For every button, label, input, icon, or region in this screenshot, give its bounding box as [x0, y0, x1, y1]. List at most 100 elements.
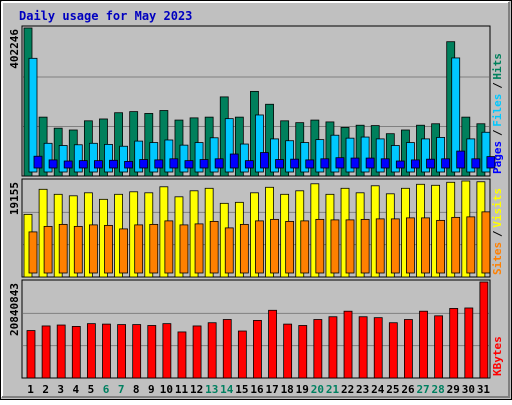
bar-pages-day-27 — [426, 158, 435, 169]
bar-sites-day-11 — [179, 224, 189, 274]
bar-files-day-13 — [209, 137, 219, 173]
bar-kbytes-day-16 — [253, 320, 262, 379]
bar-kbytes-day-20 — [313, 319, 323, 379]
panel-kbytes-ymax-label: 20840843 — [8, 283, 21, 336]
bar-files-day-19 — [300, 142, 310, 173]
bar-pages-day-8 — [139, 159, 149, 169]
bar-files-day-10 — [164, 139, 174, 173]
x-tick-label-10: 10 — [160, 383, 173, 396]
bar-files-day-25 — [390, 145, 400, 173]
bar-hits-day-7 — [114, 112, 123, 177]
legend-kbytes: KBytes — [491, 336, 504, 376]
bar-files-day-23 — [360, 136, 370, 173]
bar-sites-day-25 — [390, 218, 400, 274]
bar-files-day-2 — [43, 142, 53, 173]
bar-sites-day-23 — [360, 218, 370, 274]
bar-sites-day-18 — [285, 220, 295, 274]
legend-sites: Sites — [491, 242, 504, 275]
bar-sites-day-7 — [119, 228, 128, 274]
x-tick-label-28: 28 — [432, 383, 445, 396]
bar-pages-day-11 — [184, 160, 194, 169]
bar-files-day-12 — [194, 142, 204, 173]
plot-area: 402246Pages/Files/Hits19155Sites/Visits2… — [8, 25, 504, 396]
x-tick-label-21: 21 — [326, 383, 340, 396]
bar-files-day-27 — [421, 138, 430, 173]
bar-sites-day-24 — [375, 218, 385, 274]
x-tick-label-24: 24 — [371, 383, 385, 396]
bar-kbytes-day-17 — [268, 309, 277, 379]
x-tick-label-27: 27 — [416, 383, 429, 396]
bar-pages-day-10 — [169, 158, 179, 169]
bar-kbytes-day-9 — [147, 325, 157, 379]
chart-title: Daily usage for May 2023 — [19, 9, 192, 23]
bar-files-day-30 — [466, 138, 476, 173]
x-tick-label-26: 26 — [401, 383, 415, 396]
bar-kbytes-day-4 — [71, 326, 81, 379]
x-tick-label-2: 2 — [42, 383, 49, 396]
bar-sites-day-19 — [300, 220, 310, 274]
bar-files-day-11 — [179, 144, 189, 173]
bar-files-day-28 — [436, 137, 446, 173]
bar-kbytes-day-10 — [162, 323, 172, 379]
legend-separator: / — [491, 82, 504, 89]
x-tick-label-23: 23 — [356, 383, 369, 396]
bar-files-day-4 — [73, 144, 83, 173]
bar-kbytes-day-2 — [41, 325, 51, 379]
bar-kbytes-day-19 — [298, 325, 308, 379]
bar-sites-day-16 — [255, 220, 264, 274]
bar-kbytes-day-15 — [237, 330, 247, 379]
x-tick-label-30: 30 — [462, 383, 475, 396]
bar-pages-day-16 — [260, 152, 269, 169]
bar-kbytes-day-22 — [343, 310, 353, 379]
bar-kbytes-day-3 — [56, 324, 66, 379]
bar-sites-day-10 — [164, 220, 174, 274]
bar-sites-day-4 — [73, 225, 83, 274]
bar-files-day-8 — [134, 140, 144, 173]
bar-pages-day-31 — [486, 156, 496, 169]
bar-pages-day-17 — [275, 159, 284, 169]
bar-kbytes-day-30 — [464, 307, 474, 379]
bar-pages-day-9 — [154, 159, 164, 169]
bar-sites-day-14 — [224, 227, 234, 274]
bar-files-day-21 — [330, 134, 340, 173]
x-tick-label-17: 17 — [265, 383, 278, 396]
x-tick-label-29: 29 — [447, 383, 460, 396]
bar-kbytes-day-1 — [26, 330, 36, 379]
bar-pages-day-24 — [380, 158, 390, 169]
x-tick-label-7: 7 — [118, 383, 125, 396]
bar-sites-day-29 — [451, 216, 461, 274]
legend-visits: Visits — [491, 188, 504, 228]
bar-sites-day-22 — [345, 219, 355, 274]
bar-sites-day-3 — [58, 223, 68, 274]
bar-kbytes-day-25 — [388, 322, 398, 379]
x-tick-label-3: 3 — [57, 383, 64, 396]
x-tick-label-4: 4 — [73, 383, 80, 396]
bar-kbytes-day-6 — [102, 323, 111, 379]
bar-files-day-18 — [285, 140, 295, 173]
bar-pages-day-23 — [365, 157, 375, 169]
bar-kbytes-day-14 — [222, 319, 232, 379]
bar-kbytes-day-7 — [117, 324, 126, 379]
x-tick-label-11: 11 — [175, 383, 189, 396]
bar-sites-day-30 — [466, 216, 476, 274]
bar-pages-day-3 — [63, 160, 73, 169]
bar-sites-day-12 — [194, 223, 204, 274]
panel-visits-sites-ymax-label: 19155 — [8, 182, 21, 215]
bar-pages-day-26 — [411, 159, 420, 169]
bar-files-day-22 — [345, 137, 355, 173]
bar-files-day-17 — [270, 138, 279, 173]
bar-pages-day-20 — [320, 158, 330, 169]
x-tick-label-12: 12 — [190, 383, 203, 396]
bar-sites-day-8 — [134, 224, 144, 274]
bar-kbytes-day-27 — [419, 310, 428, 379]
bar-kbytes-day-31 — [479, 281, 489, 379]
x-tick-label-19: 19 — [296, 383, 309, 396]
bar-pages-day-21 — [335, 157, 345, 169]
bar-pages-day-15 — [244, 160, 254, 169]
bar-sites-day-15 — [239, 223, 249, 274]
bar-kbytes-day-29 — [449, 308, 459, 379]
bar-kbytes-day-13 — [207, 322, 217, 379]
x-tick-label-13: 13 — [205, 383, 218, 396]
